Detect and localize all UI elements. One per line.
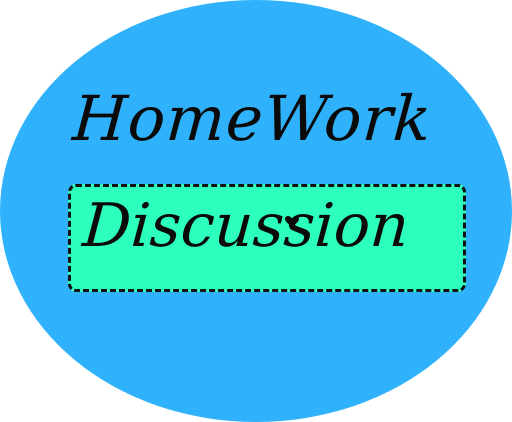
logo-subtitle: Discussion: [0, 191, 512, 261]
heart-icon: [285, 216, 299, 227]
logo-dashed-box: [68, 184, 466, 292]
logo-subtitle-text: Discussion: [80, 191, 412, 261]
logo-title-text: HomeWork: [70, 82, 435, 155]
logo-title: HomeWork: [0, 82, 512, 155]
